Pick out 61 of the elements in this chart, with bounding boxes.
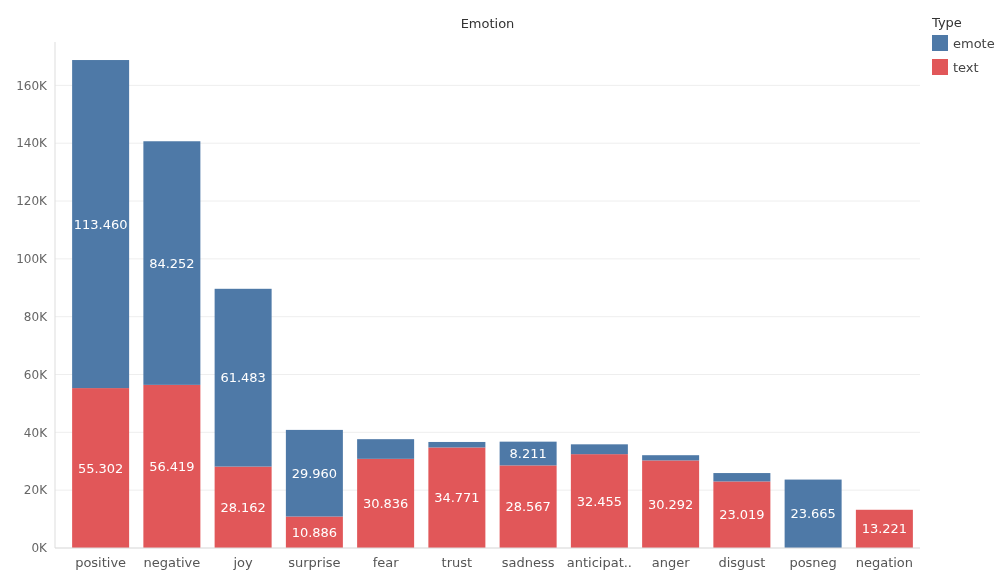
bar bbox=[72, 388, 130, 548]
bar bbox=[570, 454, 628, 548]
x-tick-label: disgust bbox=[718, 555, 766, 570]
x-tick-label: trust bbox=[441, 555, 473, 570]
data-label: 23.665 bbox=[790, 506, 836, 522]
legend-label: emote bbox=[953, 35, 995, 51]
x-tick-label: sadness bbox=[501, 555, 555, 570]
data-label: 34.771 bbox=[434, 490, 480, 506]
bar bbox=[570, 444, 628, 455]
data-label: 61.483 bbox=[220, 370, 266, 386]
y-tick-label: 80K bbox=[23, 309, 49, 324]
data-label: 28.162 bbox=[220, 499, 266, 515]
bar bbox=[357, 439, 415, 459]
bar bbox=[713, 473, 771, 482]
bar bbox=[428, 441, 486, 448]
data-label: 23.019 bbox=[719, 507, 765, 523]
bar bbox=[72, 60, 130, 389]
data-label: 30.292 bbox=[647, 496, 694, 512]
x-tick-label: surprise bbox=[288, 555, 341, 570]
data-label: 113.460 bbox=[73, 216, 128, 232]
legend-label: text bbox=[953, 59, 979, 75]
x-tick-label: posneg bbox=[789, 555, 837, 570]
x-tick-label: anger bbox=[651, 555, 691, 570]
x-tick-label: positive bbox=[75, 555, 127, 570]
legend-title: Type bbox=[931, 15, 962, 30]
x-tick-label: negative bbox=[143, 555, 201, 570]
data-label: 29.960 bbox=[291, 465, 338, 481]
data-label: 55.302 bbox=[77, 460, 124, 476]
x-tick-label: anticipat.. bbox=[566, 555, 633, 570]
bar bbox=[642, 460, 700, 548]
y-tick-label: 120K bbox=[16, 194, 49, 209]
y-tick-label: 0K bbox=[31, 541, 49, 556]
x-tick-label: joy bbox=[232, 555, 254, 570]
data-label: 56.419 bbox=[149, 458, 195, 474]
bar bbox=[499, 465, 557, 548]
y-tick-label: 100K bbox=[16, 252, 49, 267]
bar bbox=[285, 429, 343, 517]
y-tick-label: 140K bbox=[16, 136, 49, 151]
y-tick-label: 40K bbox=[23, 425, 49, 440]
data-label: 32.455 bbox=[576, 493, 623, 509]
data-label: 84.252 bbox=[149, 255, 195, 271]
chart-title: Emotion bbox=[460, 16, 515, 31]
y-tick-label: 20K bbox=[23, 483, 49, 498]
x-tick-label: fear bbox=[372, 555, 400, 570]
x-tick-label: negation bbox=[855, 555, 914, 570]
bar bbox=[143, 141, 201, 385]
bar bbox=[642, 455, 700, 461]
bar bbox=[428, 447, 486, 548]
bar bbox=[214, 288, 272, 467]
data-label: 13.221 bbox=[861, 521, 908, 537]
y-tick-label: 60K bbox=[23, 367, 49, 382]
data-label: 28.567 bbox=[505, 499, 551, 515]
bar bbox=[713, 481, 771, 548]
data-label: 30.836 bbox=[362, 495, 409, 511]
y-tick-label: 160K bbox=[16, 78, 49, 93]
bar bbox=[143, 384, 201, 548]
bar bbox=[214, 466, 272, 548]
bar bbox=[784, 479, 842, 548]
bar bbox=[357, 458, 415, 548]
data-label: 8.211 bbox=[509, 446, 547, 462]
data-label: 10.886 bbox=[291, 524, 338, 540]
